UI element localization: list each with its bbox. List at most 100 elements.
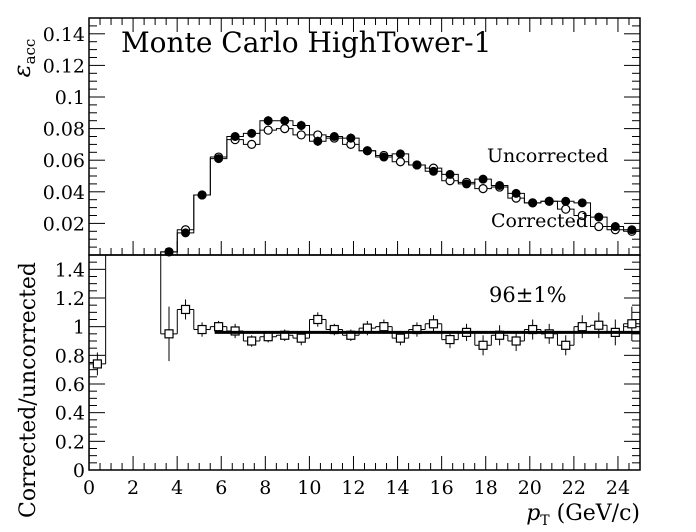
corrected-point xyxy=(594,221,604,232)
corrected-point xyxy=(263,125,273,135)
x-tick-label: 12 xyxy=(341,477,365,499)
bottom-y-tick-label: 1.4 xyxy=(55,259,85,281)
ratio-point xyxy=(627,319,637,329)
uncorrected-point xyxy=(561,196,571,206)
bottom-y-tick-label: 0 xyxy=(73,460,85,482)
y-axis-title-sub: acc xyxy=(21,39,39,65)
ratio-point xyxy=(594,320,604,330)
x-axis-title-unit: (GeV/c) xyxy=(550,501,640,526)
x-tick-label: 24 xyxy=(606,477,630,499)
uncorrected-point xyxy=(627,225,637,235)
corrected-point xyxy=(478,184,488,194)
uncorrected-point xyxy=(280,116,290,126)
ratio-point xyxy=(428,319,439,329)
annotation-uncorrected: Uncorrected xyxy=(487,145,608,167)
uncorrected-point xyxy=(428,166,438,176)
uncorrected-point xyxy=(263,116,273,126)
corrected-point xyxy=(577,210,587,221)
top-y-axis-title: εacc xyxy=(8,39,39,78)
uncorrected-point xyxy=(379,152,389,162)
top-y-tick-label: 0.12 xyxy=(43,55,85,77)
bottom-y-tick-label: 0.2 xyxy=(55,431,85,453)
uncorrected-point xyxy=(495,180,505,190)
y-axis-title-main: ε xyxy=(8,64,36,77)
top-y-tick-label: 0.14 xyxy=(43,24,85,46)
x-tick-label: 10 xyxy=(297,477,321,499)
corrected-point xyxy=(247,139,257,149)
fit-label: 96±1% xyxy=(489,283,567,307)
x-tick-label: 22 xyxy=(562,477,586,499)
x-tick-label: 8 xyxy=(259,477,271,499)
ratio-point xyxy=(213,322,224,332)
x-tick-label: 20 xyxy=(518,477,542,499)
ratio-point xyxy=(247,336,257,346)
top-y-tick-label: 0.04 xyxy=(43,182,85,204)
bottom-y-tick-label: 1.2 xyxy=(55,288,85,310)
uncorrected-point xyxy=(362,146,372,156)
uncorrected-point xyxy=(610,222,620,232)
top-y-tick-label: 0.02 xyxy=(43,213,85,235)
uncorrected-point xyxy=(528,198,538,208)
uncorrected-point xyxy=(164,247,174,257)
uncorrected-point xyxy=(313,136,323,146)
bottom-panel: 00.20.40.60.811.21.4 0 2 4 6 8 10 12 14 16 18 20 22… xyxy=(16,18,641,529)
uncorrected-point xyxy=(544,196,554,206)
corrected-point xyxy=(395,157,406,167)
uncorrected-point xyxy=(577,198,587,208)
x-tick-label: 2 xyxy=(127,477,139,499)
uncorrected-point xyxy=(478,174,488,184)
uncorrected-point xyxy=(329,132,339,141)
top-y-tick-label: 0.06 xyxy=(43,150,85,172)
uncorrected-point xyxy=(214,154,224,164)
top-series-group xyxy=(160,115,641,257)
x-axis-title-sub: T xyxy=(540,513,550,529)
bottom-y-tick-label: 0.4 xyxy=(55,403,85,425)
top-y-axis: 0.02 0.04 0.06 0.08 0.1 0.12 0.14 xyxy=(43,24,640,248)
ratio-point xyxy=(197,324,207,335)
uncorrected-point xyxy=(346,133,356,143)
top-y-tick-label: 0.08 xyxy=(43,119,85,141)
corrected-point xyxy=(296,130,306,140)
uncorrected-point xyxy=(511,188,521,198)
annotation-corrected: Corrected xyxy=(491,210,588,232)
x-axis-title-main: p xyxy=(526,501,540,526)
ratio-point xyxy=(263,332,273,342)
uncorrected-point xyxy=(197,190,207,200)
x-tick-label: 14 xyxy=(385,477,409,499)
x-tick-label: 16 xyxy=(430,477,454,499)
uncorrected-point xyxy=(230,132,240,141)
ratio-point xyxy=(313,314,323,325)
uncorrected-point xyxy=(247,128,257,138)
bottom-y-axis: 0 0.2 0.4 0.6 0.8 1 1.2 1.4 xyxy=(55,259,640,482)
corrected-point xyxy=(280,124,290,134)
uncorrected-point xyxy=(395,149,405,159)
uncorrected-point xyxy=(462,179,472,189)
bottom-y-tick-label: 1 xyxy=(73,317,85,339)
uncorrected-point xyxy=(181,228,191,238)
bottom-y-tick-label: 0.6 xyxy=(55,374,85,396)
x-tick-label: 4 xyxy=(171,477,183,499)
uncorrected-point xyxy=(594,212,604,222)
ratio-point xyxy=(92,359,102,369)
top-y-tick-label: 0.1 xyxy=(55,87,85,109)
x-axis: 0 2 4 6 8 10 12 14 16 18 20 22 24 xyxy=(83,18,641,499)
ratio-point xyxy=(164,329,174,339)
ratio-point xyxy=(395,333,406,343)
uncorrected-point xyxy=(296,120,306,130)
top-panel: 0.02 0.04 0.06 0.08 0.1 0.12 0.14 Monte Carlo … xyxy=(8,17,641,257)
ratio-point xyxy=(511,336,521,346)
ratio-point xyxy=(180,304,191,315)
x-tick-label: 0 xyxy=(83,477,95,499)
ratio-point xyxy=(379,322,389,332)
chart-title: Monte Carlo HighTower-1 xyxy=(121,26,491,59)
ratio-point xyxy=(478,340,488,350)
bottom-y-tick-label: 0.8 xyxy=(55,345,85,367)
uncorrected-point xyxy=(445,169,455,179)
x-tick-label: 6 xyxy=(215,477,227,499)
ratio-point xyxy=(445,334,455,345)
uncorrected-point xyxy=(412,160,422,170)
x-axis-title: pT (GeV/c) xyxy=(526,501,640,529)
ratio-point xyxy=(561,340,571,350)
x-tick-label: 18 xyxy=(474,477,498,499)
